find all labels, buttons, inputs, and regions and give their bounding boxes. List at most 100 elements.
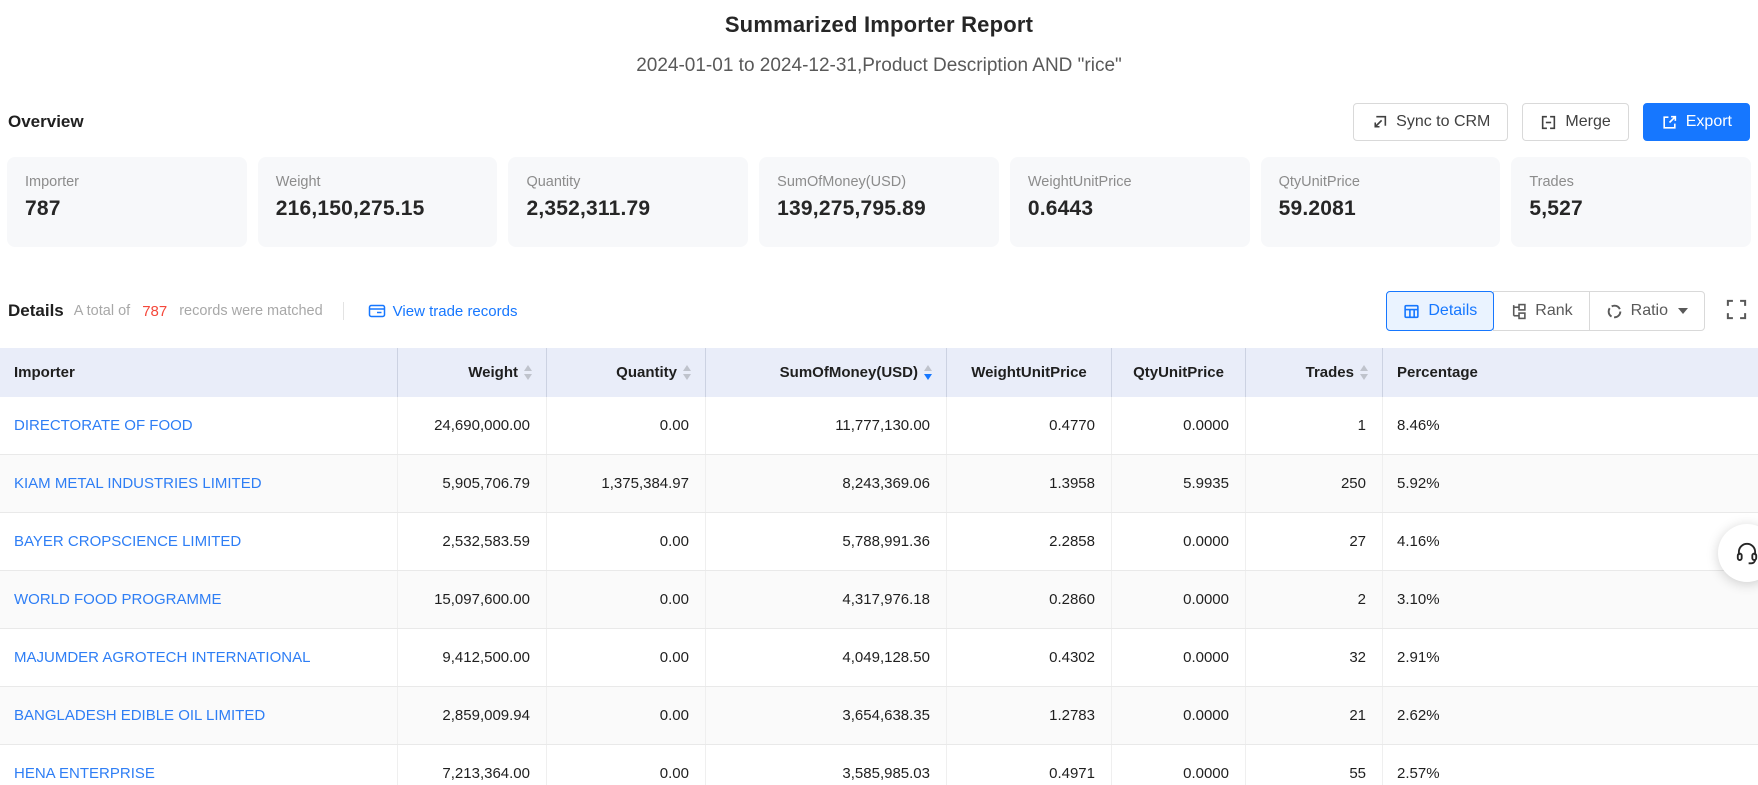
table-row: KIAM METAL INDUSTRIES LIMITED 5,905,706.… — [0, 455, 1758, 513]
stat-card-sumofmoney: SumOfMoney(USD) 139,275,795.89 — [759, 157, 999, 247]
overview-bar: Overview Sync to CRM Merge Export — [8, 103, 1750, 141]
stat-label: QtyUnitPrice — [1278, 174, 1360, 190]
ratio-icon — [1607, 304, 1621, 318]
ratio-view-button[interactable]: Ratio — [1588, 291, 1705, 331]
rank-icon — [1513, 303, 1526, 319]
trades-cell: 32 — [1246, 629, 1383, 686]
percentage-cell: 2.57% — [1397, 765, 1440, 782]
weight-cell: 7,213,364.00 — [398, 745, 547, 785]
merge-button[interactable]: Merge — [1522, 103, 1629, 141]
records-matched-prefix: A total of — [73, 303, 131, 319]
view-mode-group: Details Rank Ratio — [1386, 291, 1705, 331]
stat-value: 2,352,311.79 — [526, 197, 651, 220]
details-view-button[interactable]: Details — [1386, 291, 1495, 331]
col-label: SumOfMoney(USD) — [779, 364, 918, 381]
col-header-trades[interactable]: Trades — [1246, 348, 1383, 397]
col-header-sumofmoney[interactable]: SumOfMoney(USD) — [706, 348, 947, 397]
rank-view-button[interactable]: Rank — [1493, 291, 1590, 331]
importer-link[interactable]: BANGLADESH EDIBLE OIL LIMITED — [0, 687, 398, 744]
view-trade-records-link[interactable]: View trade records — [368, 302, 518, 320]
col-header-percentage: Percentage — [1397, 364, 1478, 381]
overview-actions: Sync to CRM Merge Export — [1353, 103, 1750, 141]
importer-link[interactable]: HENA ENTERPRISE — [0, 745, 398, 785]
percentage-cell: 5.92% — [1397, 475, 1440, 492]
stat-value: 216,150,275.15 — [275, 197, 425, 220]
fullscreen-icon — [1726, 299, 1747, 320]
qtyunitprice-cell: 0.0000 — [1112, 687, 1246, 744]
stat-label: Importer — [25, 174, 79, 190]
weight-cell: 2,532,583.59 — [398, 513, 547, 570]
weightunitprice-cell: 0.4971 — [947, 745, 1112, 785]
trade-records-icon — [368, 304, 385, 318]
col-label: Weight — [468, 364, 518, 381]
overview-heading: Overview — [8, 112, 84, 131]
table-row: MAJUMDER AGROTECH INTERNATIONAL 9,412,50… — [0, 629, 1758, 687]
quantity-cell: 0.00 — [547, 397, 706, 454]
weight-cell: 15,097,600.00 — [398, 571, 547, 628]
sort-icon — [1360, 365, 1368, 380]
table-row: BAYER CROPSCIENCE LIMITED 2,532,583.59 0… — [0, 513, 1758, 571]
sync-to-crm-button[interactable]: Sync to CRM — [1353, 103, 1509, 141]
overview-cards: Importer 787 Weight 216,150,275.15 Quant… — [7, 157, 1752, 247]
sort-icon — [524, 365, 532, 380]
sort-icon — [683, 365, 691, 380]
details-toolbar: Details A total of 787 records were matc… — [8, 291, 1750, 331]
quantity-cell: 0.00 — [547, 745, 706, 785]
table-icon — [1404, 304, 1420, 318]
col-header-importer: Importer — [0, 348, 398, 397]
col-header-quantity[interactable]: Quantity — [547, 348, 706, 397]
percentage-cell: 4.16% — [1397, 533, 1440, 550]
weight-cell: 5,905,706.79 — [398, 455, 547, 512]
weight-cell: 9,412,500.00 — [398, 629, 547, 686]
stat-label: Trades — [1529, 174, 1574, 190]
ratio-view-label: Ratio — [1630, 302, 1668, 319]
export-button[interactable]: Export — [1642, 103, 1750, 141]
weightunitprice-cell: 0.4770 — [947, 397, 1112, 454]
col-header-qtyunitprice: QtyUnitPrice — [1112, 348, 1246, 397]
details-heading: Details — [8, 301, 64, 320]
table-row: WORLD FOOD PROGRAMME 15,097,600.00 0.00 … — [0, 571, 1758, 629]
quantity-cell: 0.00 — [547, 629, 706, 686]
trades-cell: 1 — [1246, 397, 1383, 454]
percentage-cell: 2.62% — [1397, 707, 1440, 724]
importer-link[interactable]: MAJUMDER AGROTECH INTERNATIONAL — [0, 629, 398, 686]
stat-card-quantity: Quantity 2,352,311.79 — [508, 157, 749, 247]
table-row: DIRECTORATE OF FOOD 24,690,000.00 0.00 1… — [0, 397, 1758, 455]
chevron-down-icon — [1678, 308, 1688, 314]
sync-to-crm-label: Sync to CRM — [1396, 113, 1491, 130]
percentage-cell: 3.10% — [1397, 591, 1440, 608]
stat-value: 0.6443 — [1027, 197, 1094, 220]
quantity-cell: 1,375,384.97 — [547, 455, 706, 512]
rank-view-label: Rank — [1535, 302, 1573, 319]
qtyunitprice-cell: 0.0000 — [1112, 745, 1246, 785]
importer-link[interactable]: BAYER CROPSCIENCE LIMITED — [0, 513, 398, 570]
quantity-cell: 0.00 — [547, 571, 706, 628]
stat-value: 139,275,795.89 — [777, 197, 926, 220]
stat-label: Weight — [275, 174, 321, 190]
stat-label: WeightUnitPrice — [1027, 174, 1132, 190]
view-mode-controls: Details Rank Ratio — [1386, 291, 1750, 331]
export-icon — [1663, 115, 1676, 129]
sumofmoney-cell: 4,049,128.50 — [706, 629, 947, 686]
fullscreen-button[interactable] — [1723, 296, 1750, 326]
stat-value: 787 — [25, 197, 61, 220]
col-header-weight[interactable]: Weight — [398, 348, 547, 397]
col-label: Trades — [1305, 364, 1354, 381]
trades-cell: 55 — [1246, 745, 1383, 785]
sumofmoney-cell: 8,243,369.06 — [706, 455, 947, 512]
stat-value: 59.2081 — [1278, 197, 1356, 220]
percentage-cell: 8.46% — [1397, 417, 1440, 434]
view-trade-records-label: View trade records — [392, 302, 518, 320]
support-button[interactable] — [1718, 524, 1758, 582]
sumofmoney-cell: 3,585,985.03 — [706, 745, 947, 785]
importer-link[interactable]: DIRECTORATE OF FOOD — [0, 397, 398, 454]
importer-link[interactable]: WORLD FOOD PROGRAMME — [0, 571, 398, 628]
sumofmoney-cell: 5,788,991.36 — [706, 513, 947, 570]
qtyunitprice-cell: 0.0000 — [1112, 513, 1246, 570]
quantity-cell: 0.00 — [547, 687, 706, 744]
trades-cell: 2 — [1246, 571, 1383, 628]
importer-link[interactable]: KIAM METAL INDUSTRIES LIMITED — [0, 455, 398, 512]
headset-icon — [1736, 542, 1758, 565]
table-header-row: Importer Weight Quantity SumOfMoney(USD)… — [0, 348, 1758, 397]
